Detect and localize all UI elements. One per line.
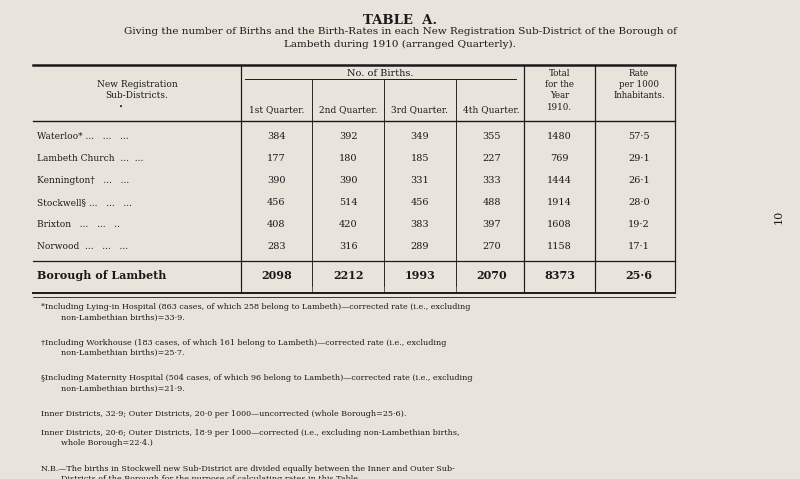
Text: New Registration
Sub-Districts.: New Registration Sub-Districts. [97, 80, 178, 101]
Text: 333: 333 [482, 176, 501, 185]
Text: •: • [119, 103, 123, 111]
Text: 185: 185 [410, 154, 429, 163]
Text: 283: 283 [267, 242, 286, 251]
Text: 390: 390 [267, 176, 286, 185]
Text: †Including Workhouse (183 cases, of which 161 belong to Lambeth)—corrected rate : †Including Workhouse (183 cases, of whic… [42, 339, 446, 357]
Text: 180: 180 [339, 154, 358, 163]
Text: 331: 331 [410, 176, 430, 185]
Text: 10: 10 [774, 209, 784, 224]
Text: 488: 488 [482, 198, 501, 207]
Text: 349: 349 [410, 133, 430, 141]
Text: 28·0: 28·0 [628, 198, 650, 207]
Text: 1608: 1608 [547, 220, 572, 229]
Text: 408: 408 [267, 220, 286, 229]
Text: 25·6: 25·6 [626, 270, 653, 281]
Text: Rate
per 1000
Inhabitants.: Rate per 1000 Inhabitants. [614, 69, 665, 101]
Text: TABLE  A.: TABLE A. [363, 14, 437, 27]
Text: 1914: 1914 [547, 198, 572, 207]
Text: Inner Districts, 32·9; Outer Districts, 20·0 per 1000—uncorrected (whole Borough: Inner Districts, 32·9; Outer Districts, … [42, 410, 406, 418]
Text: 514: 514 [339, 198, 358, 207]
Text: 26·1: 26·1 [628, 176, 650, 185]
Text: 2212: 2212 [333, 270, 363, 281]
Text: 8373: 8373 [544, 270, 575, 281]
Text: Brixton   ...   ...   ..: Brixton ... ... .. [38, 220, 120, 229]
Text: No. of Births.: No. of Births. [347, 69, 414, 78]
Text: 1st Quarter.: 1st Quarter. [249, 105, 304, 114]
Text: 57·5: 57·5 [628, 133, 650, 141]
Text: 456: 456 [267, 198, 286, 207]
Text: Lambeth Church  ...  ...: Lambeth Church ... ... [38, 154, 144, 163]
Text: 2070: 2070 [476, 270, 507, 281]
Text: 177: 177 [267, 154, 286, 163]
Text: 769: 769 [550, 154, 569, 163]
Text: 316: 316 [339, 242, 358, 251]
Text: 397: 397 [482, 220, 501, 229]
Text: 1444: 1444 [547, 176, 572, 185]
Text: Borough of Lambeth: Borough of Lambeth [38, 270, 166, 281]
Text: 355: 355 [482, 133, 501, 141]
Text: Inner Districts, 20·6; Outer Districts, 18·9 per 1000—corrected (i.e., excluding: Inner Districts, 20·6; Outer Districts, … [42, 429, 460, 447]
Text: Kennington†   ...   ...: Kennington† ... ... [38, 176, 130, 185]
Text: Stockwell§ ...   ...   ...: Stockwell§ ... ... ... [38, 198, 132, 207]
Text: 2098: 2098 [261, 270, 292, 281]
Text: 1993: 1993 [405, 270, 435, 281]
Text: 2nd Quarter.: 2nd Quarter. [319, 105, 378, 114]
Text: 270: 270 [482, 242, 501, 251]
Text: 4th Quarter.: 4th Quarter. [463, 105, 520, 114]
Text: Total
for the
Year
1910.: Total for the Year 1910. [545, 69, 574, 112]
Text: Norwood  ...   ...   ...: Norwood ... ... ... [38, 242, 128, 251]
Text: 3rd Quarter.: 3rd Quarter. [391, 105, 449, 114]
Text: *Including Lying-in Hospital (863 cases, of which 258 belong to Lambeth)—correct: *Including Lying-in Hospital (863 cases,… [42, 303, 470, 322]
Text: Waterloo* ...   ...   ...: Waterloo* ... ... ... [38, 133, 129, 141]
Text: §Including Maternity Hospital (504 cases, of which 96 belong to Lambeth)—correct: §Including Maternity Hospital (504 cases… [42, 375, 473, 393]
Text: 1480: 1480 [547, 133, 572, 141]
Text: N.B.—The births in Stockwell new Sub-District are divided equally between the In: N.B.—The births in Stockwell new Sub-Dis… [42, 465, 455, 479]
Text: 392: 392 [339, 133, 358, 141]
Text: 29·1: 29·1 [628, 154, 650, 163]
Text: 227: 227 [482, 154, 501, 163]
Text: 384: 384 [267, 133, 286, 141]
Text: 390: 390 [339, 176, 358, 185]
Text: 456: 456 [410, 198, 429, 207]
Text: 19·2: 19·2 [628, 220, 650, 229]
Text: 1158: 1158 [547, 242, 572, 251]
Text: 17·1: 17·1 [628, 242, 650, 251]
Text: Giving the number of Births and the Birth-Rates in each New Registration Sub-Dis: Giving the number of Births and the Birt… [123, 27, 677, 49]
Text: 289: 289 [410, 242, 429, 251]
Text: 383: 383 [410, 220, 430, 229]
Text: 420: 420 [339, 220, 358, 229]
